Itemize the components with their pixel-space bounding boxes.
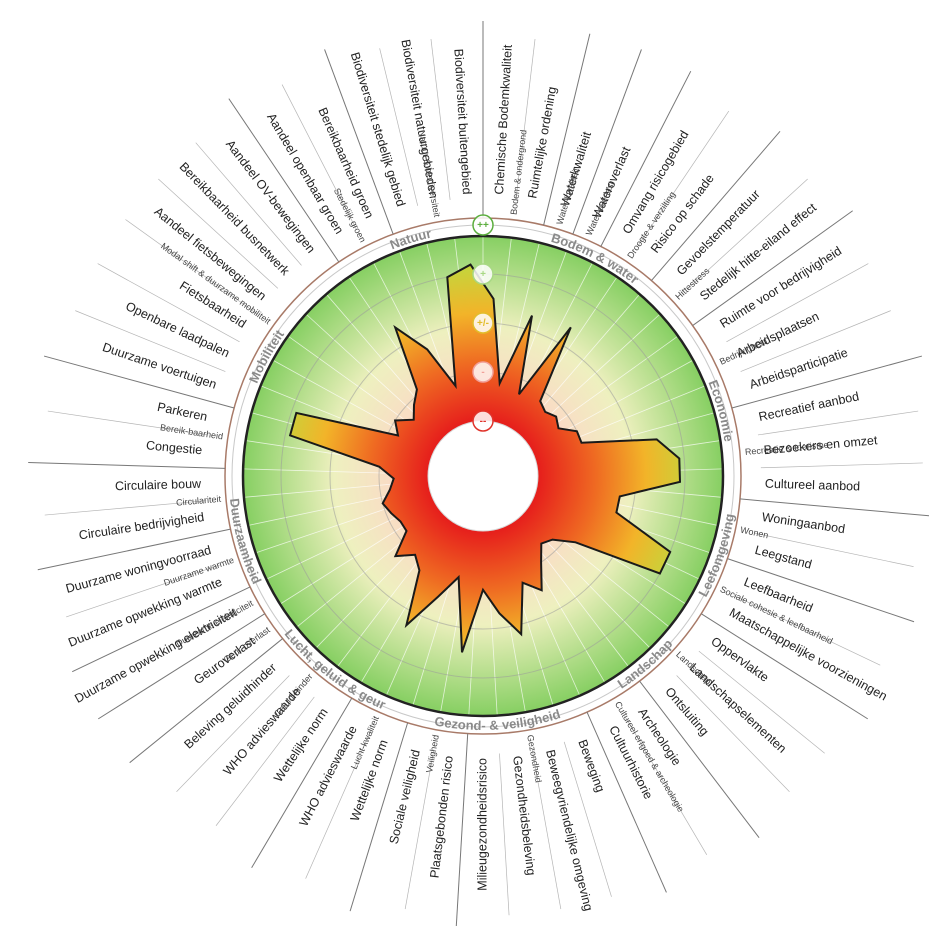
indicator-separator	[47, 410, 209, 436]
indicator-separator	[215, 696, 315, 826]
indicator-separator	[404, 749, 435, 910]
ring-label: +	[480, 269, 486, 280]
indicator-separator	[66, 564, 220, 618]
ring-marker	[472, 361, 494, 383]
subtheme-separator	[692, 210, 853, 326]
subtheme-separator	[600, 70, 692, 247]
indicator-separator	[740, 310, 891, 372]
indicator-label: Ontsluiting	[662, 685, 711, 739]
indicator-separator	[499, 753, 510, 916]
subtheme-separator	[43, 355, 235, 409]
subtheme-separator	[455, 733, 469, 926]
indicator-separator	[195, 142, 302, 266]
subtheme-label: Gezondheid	[525, 734, 543, 784]
subtheme-label: Bereik-baarheid	[159, 422, 223, 441]
indicator-separator	[125, 219, 258, 315]
subtheme-label: Veiligheid	[424, 734, 441, 774]
subtheme-separator	[739, 498, 929, 517]
indicator-label: Biodiversiteit buitengebied	[451, 48, 474, 195]
indicator-label: Aandeel OV-bewegingen	[223, 137, 318, 255]
subtheme-separator	[651, 131, 781, 281]
subtheme-separator	[28, 462, 226, 469]
ring-label: +/-	[477, 318, 489, 329]
indicator-separator	[305, 730, 372, 879]
subtheme-label: Wonen	[739, 525, 769, 541]
indicator-separator	[760, 462, 923, 469]
indicator-separator	[726, 263, 869, 343]
indicator-label: Cultureel aanbod	[765, 477, 861, 494]
subtheme-separator	[586, 711, 667, 893]
indicator-separator	[563, 741, 612, 897]
subtheme-separator	[228, 98, 340, 263]
subtheme-separator	[639, 680, 760, 838]
ring-marker	[472, 263, 494, 285]
indicator-separator	[698, 650, 825, 754]
subtheme-separator	[97, 613, 266, 720]
indicator-label: Parkeren	[156, 400, 209, 424]
subtheme-separator	[72, 586, 251, 673]
indicator-label: Milieugezondheidsrisico	[475, 758, 489, 891]
subtheme-separator	[251, 697, 353, 869]
indicator-separator	[44, 500, 207, 516]
subtheme-label: Circulariteit	[176, 494, 222, 508]
subtheme-separator	[37, 528, 231, 571]
indicator-label: Maatschappelijke voorzieningen	[727, 605, 890, 703]
subtheme-label: Natuur & biodiversiteit	[417, 129, 443, 218]
ring-label: ++	[477, 220, 489, 231]
subtheme-separator	[700, 613, 869, 720]
center-circle	[427, 420, 539, 532]
indicator-separator	[676, 675, 790, 792]
indicator-separator	[158, 178, 279, 289]
subtheme-label: Landschap	[674, 649, 713, 686]
ring-marker	[472, 312, 494, 334]
subtheme-separator	[324, 49, 394, 235]
indicator-label: Arbeidsparticipatie	[748, 345, 850, 391]
disk-border	[241, 234, 725, 718]
ring-marker	[472, 410, 494, 432]
subtheme-label: Geluid-hinder	[272, 672, 315, 719]
indicator-label: Congestie	[145, 438, 202, 457]
subtheme-separator	[349, 722, 409, 912]
indicator-separator	[515, 39, 536, 200]
indicator-label: Beweging	[575, 738, 607, 794]
subtheme-label: Water-overlast	[584, 179, 617, 237]
indicator-separator	[97, 263, 240, 343]
subtheme-separator	[543, 33, 591, 226]
indicator-label: Sociale veiligheid	[387, 748, 423, 845]
indicator-separator	[75, 310, 226, 372]
indicator-separator	[638, 110, 730, 246]
indicator-separator	[624, 715, 708, 856]
indicator-separator	[281, 84, 357, 229]
indicator-label: Recreatief aanbod	[757, 389, 860, 424]
indicator-separator	[757, 410, 919, 436]
subtheme-label: Geur-overlast	[222, 624, 273, 664]
indicator-label: Oppervlakte	[708, 634, 771, 685]
indicator-label: Woningaanbod	[761, 510, 846, 536]
subtheme-separator	[572, 49, 642, 235]
subtheme-label: Bodem & ondergrond	[509, 129, 529, 215]
indicator-label: Wettelijke norm	[348, 738, 391, 823]
subtheme-separator	[727, 558, 915, 623]
subtheme-separator	[129, 638, 283, 764]
ring-label: -	[481, 367, 484, 378]
ring-label: --	[480, 416, 487, 427]
indicator-label: Stedelijk hitte-eiland effect	[697, 200, 819, 303]
subtheme-label: Bedrijvigheid	[718, 336, 769, 367]
indicator-label: Circulaire bouw	[115, 477, 202, 494]
indicator-separator	[754, 532, 914, 567]
indicator-label: Leegstand	[753, 543, 813, 572]
subtheme-separator	[731, 355, 923, 409]
ring-marker	[472, 214, 494, 236]
indicator-separator	[430, 39, 451, 200]
indicator-label: Circulaire bedrijvigheid	[78, 510, 205, 543]
indicator-label: Chemische Bodemkwaliteit	[492, 44, 515, 195]
indicator-separator	[733, 595, 881, 666]
indicator-separator	[531, 749, 562, 910]
indicator-separator	[687, 178, 808, 289]
indicator-separator	[379, 48, 419, 206]
indicator-separator	[176, 675, 290, 792]
